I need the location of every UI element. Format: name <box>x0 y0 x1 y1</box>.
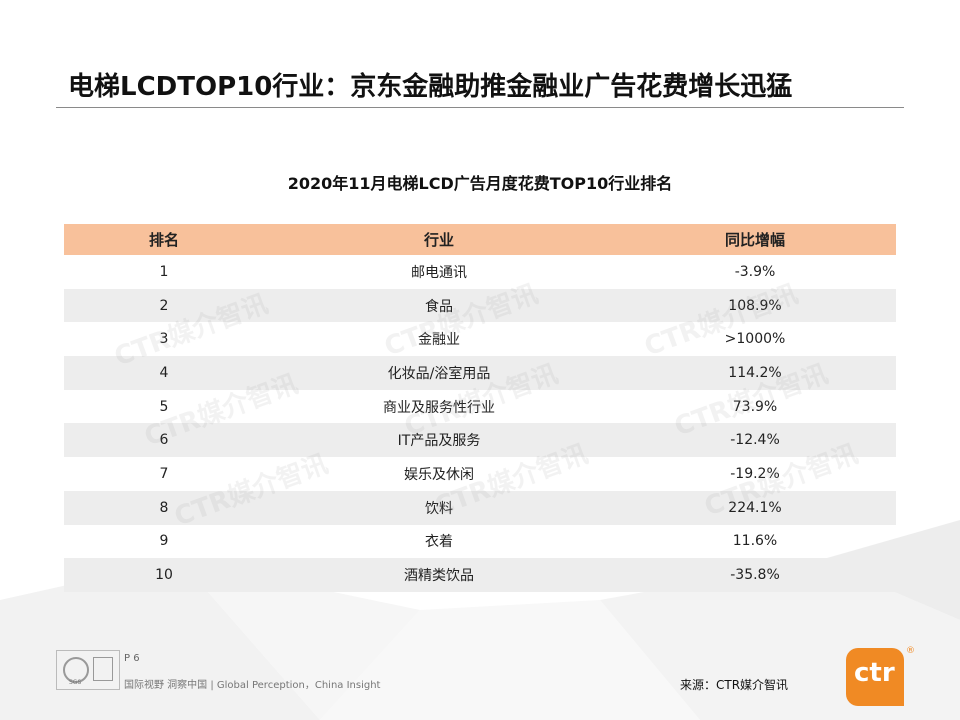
rank-cell: 5 <box>159 398 169 415</box>
footer-tagline: 国际视野 洞察中国 | Global Perception，China Insi… <box>124 680 381 691</box>
registered-mark: ® <box>906 646 915 656</box>
page-number: P 6 <box>124 653 140 664</box>
industry-cell: 衣着 <box>425 534 453 551</box>
industry-cell: 食品 <box>425 298 453 315</box>
cert-seal-icon <box>63 657 89 683</box>
growth-cell: -3.9% <box>734 263 776 280</box>
table-row: 6 IT产品及服务 -12.4% <box>64 423 896 458</box>
cert-mark-icon <box>93 657 113 681</box>
header-rank: 排名 <box>148 231 179 249</box>
table-row: 4 化妆品/浴室用品 114.2% <box>64 356 896 390</box>
footer-divider <box>119 650 120 688</box>
table-header-row: 排名 行业 同比增幅 <box>64 224 896 255</box>
growth-cell: 224.1% <box>728 499 782 516</box>
table-row: 8 饮料 224.1% <box>64 490 896 525</box>
rank-cell: 6 <box>159 432 169 449</box>
rank-cell: 10 <box>155 567 173 584</box>
growth-cell: -12.4% <box>730 432 780 449</box>
growth-cell: -19.2% <box>730 465 780 482</box>
table-title: 2020年11月电梯LCD广告月度花费TOP10行业排名 <box>287 174 673 193</box>
growth-cell: 114.2% <box>728 364 782 381</box>
header-growth: 同比增幅 <box>724 231 785 249</box>
title-divider <box>56 107 904 108</box>
growth-cell: -35.8% <box>730 567 780 584</box>
table-row: 1 邮电通讯 -3.9% <box>64 255 896 289</box>
table-row: 7 娱乐及休闲 -19.2% <box>64 457 896 491</box>
table-row: 9 衣着 11.6% <box>64 525 896 559</box>
industry-cell: 娱乐及休闲 <box>404 466 474 483</box>
industry-cell: 饮料 <box>425 500 453 517</box>
rank-cell: 8 <box>159 499 169 516</box>
industry-cell: 化妆品/浴室用品 <box>387 365 491 382</box>
rank-cell: 9 <box>159 533 169 550</box>
industry-cell: 邮电通讯 <box>411 264 467 281</box>
table-row: 10 酒精类饮品 -35.8% <box>64 558 896 592</box>
source-note: 来源：CTR媒介智讯 <box>680 678 789 692</box>
certification-logo: SGS <box>56 650 120 690</box>
industry-cell: 商业及服务性行业 <box>383 399 495 416</box>
ctr-logo-text: ctr <box>854 658 895 688</box>
industry-cell: 金融业 <box>418 332 460 349</box>
rank-cell: 1 <box>159 263 169 280</box>
ctr-logo: ctr <box>846 648 904 706</box>
ranking-table: 排名 行业 同比增幅 1 邮电通讯 -3.9% 2 食品 108.9% 3 金融… <box>64 224 896 592</box>
growth-cell: >1000% <box>724 331 786 348</box>
growth-cell: 108.9% <box>728 297 782 314</box>
rank-cell: 4 <box>159 364 169 381</box>
page-title: 电梯LCDTOP10行业：京东金融助推金融业广告花费增长迅猛 <box>68 72 793 102</box>
table-row: 2 食品 108.9% <box>64 288 896 323</box>
table-row: 3 金融业 >1000% <box>64 322 896 356</box>
cert-label: SGS <box>69 679 82 686</box>
growth-cell: 73.9% <box>732 398 778 415</box>
header-industry: 行业 <box>423 231 454 249</box>
rank-cell: 3 <box>159 331 169 348</box>
industry-cell: 酒精类饮品 <box>404 568 474 585</box>
growth-cell: 11.6% <box>732 533 778 550</box>
industry-cell: IT产品及服务 <box>397 433 481 450</box>
rank-cell: 7 <box>159 465 169 482</box>
rank-cell: 2 <box>159 297 169 314</box>
table-row: 5 商业及服务性行业 73.9% <box>64 390 896 424</box>
